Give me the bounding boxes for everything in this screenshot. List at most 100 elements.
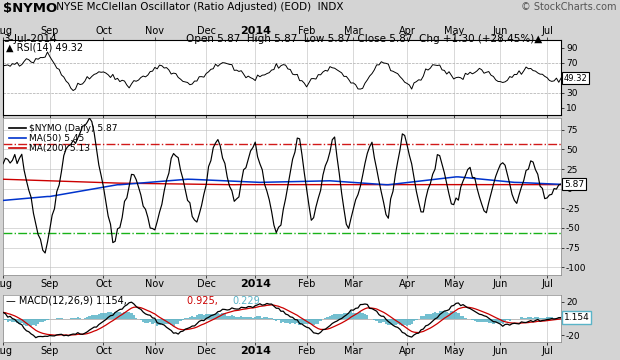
Bar (296, 319, 298, 323)
Bar (58, 318, 60, 319)
Bar (352, 313, 355, 319)
Bar (252, 318, 254, 319)
Bar (401, 319, 404, 326)
Bar (84, 318, 86, 319)
Bar (175, 319, 177, 324)
Bar (30, 319, 32, 326)
Bar (161, 319, 163, 324)
Bar (455, 312, 457, 319)
Text: Open 5.87  High 5.87  Low 5.87  Close 5.87  Chg +1.30 (+28.45%)▲: Open 5.87 High 5.87 Low 5.87 Close 5.87 … (186, 34, 542, 44)
Bar (242, 317, 245, 319)
Bar (343, 314, 345, 319)
Bar (144, 319, 147, 323)
Bar (182, 319, 184, 320)
Bar (126, 312, 128, 319)
Bar (317, 319, 319, 324)
Bar (336, 314, 338, 319)
Bar (25, 319, 28, 326)
Bar (259, 316, 261, 319)
Bar (117, 312, 118, 319)
Text: 5.87: 5.87 (564, 180, 584, 189)
Bar (215, 314, 217, 319)
Bar (114, 312, 117, 319)
Bar (188, 317, 191, 319)
Bar (345, 313, 347, 319)
Bar (420, 316, 422, 319)
Bar (443, 311, 446, 319)
Bar (23, 319, 25, 325)
Bar (196, 315, 198, 319)
Bar (60, 318, 63, 319)
Bar (464, 318, 466, 319)
Bar (86, 317, 88, 319)
Bar (394, 319, 397, 325)
Bar (327, 317, 329, 319)
Bar (429, 314, 432, 319)
Bar (277, 319, 280, 320)
Bar (35, 319, 37, 326)
Bar (42, 319, 44, 322)
Bar (560, 317, 562, 319)
Bar (233, 316, 236, 319)
Bar (95, 315, 98, 319)
Bar (275, 319, 277, 321)
Bar (312, 319, 315, 325)
Bar (392, 319, 394, 325)
Bar (408, 319, 410, 325)
Bar (364, 314, 366, 319)
Legend: $NYMO (Daily) 5.87, MA(50) 5.45, MA(200) 5.13: $NYMO (Daily) 5.87, MA(50) 5.45, MA(200)… (7, 122, 120, 155)
Bar (446, 312, 448, 319)
Bar (118, 312, 121, 319)
Bar (88, 316, 91, 319)
Bar (319, 319, 322, 321)
Bar (257, 316, 259, 319)
Bar (291, 319, 294, 323)
Bar (350, 311, 352, 319)
Bar (366, 315, 368, 319)
Bar (282, 319, 285, 321)
Bar (4, 319, 7, 320)
Bar (499, 319, 502, 323)
Bar (357, 314, 359, 319)
Bar (399, 319, 401, 325)
Bar (11, 319, 14, 322)
Bar (200, 314, 203, 319)
Bar (457, 313, 459, 319)
Bar (128, 312, 130, 319)
Bar (301, 319, 303, 324)
Bar (107, 312, 109, 319)
Bar (334, 314, 336, 319)
Bar (142, 319, 144, 322)
Bar (18, 319, 20, 324)
Text: 49.32: 49.32 (564, 73, 588, 82)
Bar (415, 319, 417, 320)
Bar (338, 314, 340, 319)
Bar (359, 312, 361, 319)
Bar (191, 316, 193, 319)
Bar (459, 316, 462, 319)
Bar (289, 319, 291, 324)
Bar (355, 312, 357, 319)
Bar (462, 316, 464, 319)
Bar (273, 319, 275, 320)
Bar (98, 314, 100, 319)
Text: 3-Jul-2014: 3-Jul-2014 (3, 34, 57, 44)
Bar (154, 319, 156, 323)
Text: 0.229: 0.229 (232, 296, 260, 306)
Bar (149, 319, 151, 322)
Bar (268, 318, 270, 319)
Bar (294, 319, 296, 324)
Bar (438, 311, 441, 319)
Bar (492, 319, 495, 324)
Bar (93, 315, 95, 319)
Bar (261, 318, 264, 319)
Bar (331, 315, 334, 319)
Bar (480, 319, 483, 322)
Bar (490, 319, 492, 323)
Bar (427, 314, 429, 319)
Bar (158, 319, 161, 325)
Text: 0.925,: 0.925, (187, 296, 221, 306)
Bar (523, 318, 525, 319)
Bar (527, 318, 529, 319)
Bar (210, 314, 212, 319)
